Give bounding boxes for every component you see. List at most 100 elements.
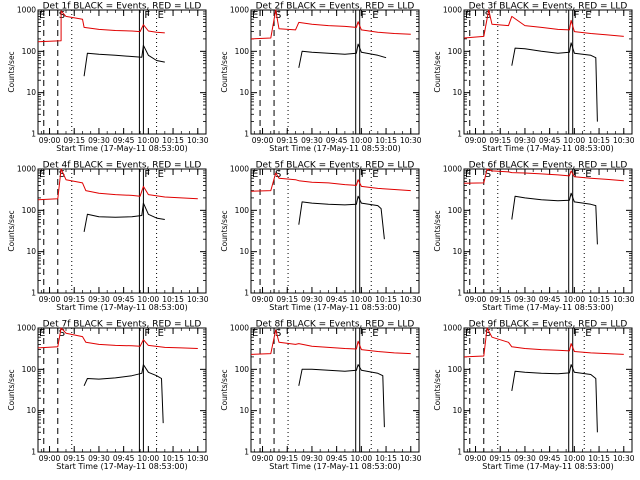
marker-label: E [158, 169, 164, 180]
x-axis-label: Start Time (17-May-11 08:53:00) [269, 144, 400, 153]
y-tick-label: 10 [239, 88, 249, 97]
panel-title: Det 3f BLACK = Events, RED = LLD [469, 2, 628, 12]
y-axis-label: Counts/sec [220, 210, 229, 251]
x-tick-label: 09:15 [489, 136, 511, 145]
x-tick-label: 09:30 [514, 136, 536, 145]
y-axis-label: Counts/sec [7, 369, 16, 410]
y-tick-label: 100 [22, 47, 37, 56]
panel-3: Det 3f BLACK = Events, RED = LLD 1 10 100 10… [433, 2, 635, 154]
marker-label: E [585, 169, 591, 180]
marker-label: E [465, 10, 471, 21]
series-line-lld [250, 9, 411, 40]
marker-label: E [372, 10, 378, 21]
panel-title: Det 6f BLACK = Events, RED = LLD [469, 161, 628, 171]
x-tick-label: 09:00 [39, 295, 61, 304]
y-axis-label: Counts/sec [7, 51, 16, 92]
y-tick-label: 10 [239, 406, 249, 415]
series-line-events [511, 42, 598, 122]
panel-title: Det 1f BLACK = Events, RED = LLD [43, 2, 202, 12]
y-tick-label: 100 [22, 365, 37, 374]
x-tick-label: 10:15 [588, 295, 610, 304]
series-line-events [511, 192, 598, 245]
x-axis-label: Start Time (17-May-11 08:53:00) [56, 144, 187, 153]
x-axis-label: Start Time (17-May-11 08:53:00) [269, 462, 400, 471]
x-tick-label: 10:30 [187, 295, 209, 304]
marker-label: E [372, 328, 378, 339]
marker-label: S [485, 169, 491, 180]
marker-label: E [585, 10, 591, 21]
marker-label: S [59, 10, 65, 21]
series-line-events [83, 364, 164, 424]
x-tick-label: 09:30 [514, 295, 536, 304]
marker-label: F [361, 328, 367, 339]
x-tick-label: 10:00 [138, 136, 160, 145]
y-tick-label: 10 [26, 406, 36, 415]
y-tick-label: 1 [457, 289, 462, 298]
y-tick-label: 1000 [230, 165, 249, 174]
x-tick-label: 09:15 [63, 136, 85, 145]
y-tick-label: 1000 [17, 6, 36, 15]
marker-label: E [372, 169, 378, 180]
x-tick-label: 09:30 [514, 454, 536, 463]
marker-label: E [465, 169, 471, 180]
y-tick-label: 1000 [230, 6, 249, 15]
y-tick-label: 1 [244, 289, 249, 298]
x-axis-label: Start Time (17-May-11 08:53:00) [56, 303, 187, 312]
x-tick-label: 10:30 [613, 136, 635, 145]
x-tick-label: 10:00 [138, 295, 160, 304]
x-tick-label: 09:00 [39, 136, 61, 145]
marker-label: F [574, 10, 580, 21]
marker-label: E [252, 169, 258, 180]
x-tick-label: 09:30 [301, 136, 323, 145]
plot-frame [463, 9, 633, 135]
marker-label: F [361, 10, 367, 21]
y-tick-label: 1 [31, 448, 36, 457]
marker-label: E [252, 328, 258, 339]
panel-title: Det 2f BLACK = Events, RED = LLD [256, 2, 415, 12]
series-line-lld [37, 168, 198, 201]
x-tick-label: 10:30 [400, 295, 422, 304]
y-tick-label: 100 [448, 365, 463, 374]
panel-6: Det 6f BLACK = Events, RED = LLD 1 10 100 10… [433, 161, 635, 313]
series-line-lld [250, 172, 411, 192]
x-axis-label: Start Time (17-May-11 08:53:00) [482, 303, 613, 312]
y-tick-label: 1000 [230, 324, 249, 333]
series-line-events [83, 202, 165, 232]
y-tick-label: 100 [448, 47, 463, 56]
y-axis-label: Counts/sec [7, 210, 16, 251]
y-tick-label: 100 [235, 47, 250, 56]
x-tick-label: 09:45 [113, 295, 135, 304]
y-tick-label: 1 [244, 130, 249, 139]
x-tick-label: 09:15 [276, 454, 298, 463]
x-axis-label: Start Time (17-May-11 08:53:00) [56, 462, 187, 471]
marker-label: F [144, 10, 150, 21]
marker-label: S [275, 169, 281, 180]
x-tick-label: 10:00 [138, 454, 160, 463]
panel-9: Det 9f BLACK = Events, RED = LLD 1 10 100 10… [433, 320, 635, 472]
marker-label: S [485, 328, 491, 339]
panel-5: Det 5f BLACK = Events, RED = LLD 1 10 100 10… [220, 161, 422, 313]
y-tick-label: 1 [31, 130, 36, 139]
x-axis-label: Start Time (17-May-11 08:53:00) [269, 303, 400, 312]
series-line-lld [463, 9, 624, 39]
marker-label: E [39, 169, 45, 180]
marker-label: E [39, 328, 45, 339]
x-tick-label: 10:30 [187, 454, 209, 463]
marker-label: F [574, 169, 580, 180]
series-line-lld [37, 10, 165, 43]
plot-frame [250, 168, 420, 294]
series-line-lld [463, 168, 624, 184]
x-tick-label: 10:30 [400, 454, 422, 463]
marker-label: E [585, 328, 591, 339]
panel-title: Det 8f BLACK = Events, RED = LLD [256, 320, 415, 330]
series-line-events [511, 364, 598, 433]
marker-label: E [252, 10, 258, 21]
panel-title: Det 5f BLACK = Events, RED = LLD [256, 161, 415, 171]
panel-title: Det 9f BLACK = Events, RED = LLD [469, 320, 628, 330]
x-tick-label: 09:15 [489, 295, 511, 304]
y-tick-label: 10 [26, 88, 36, 97]
y-tick-label: 10 [452, 406, 462, 415]
x-tick-label: 10:15 [162, 454, 184, 463]
